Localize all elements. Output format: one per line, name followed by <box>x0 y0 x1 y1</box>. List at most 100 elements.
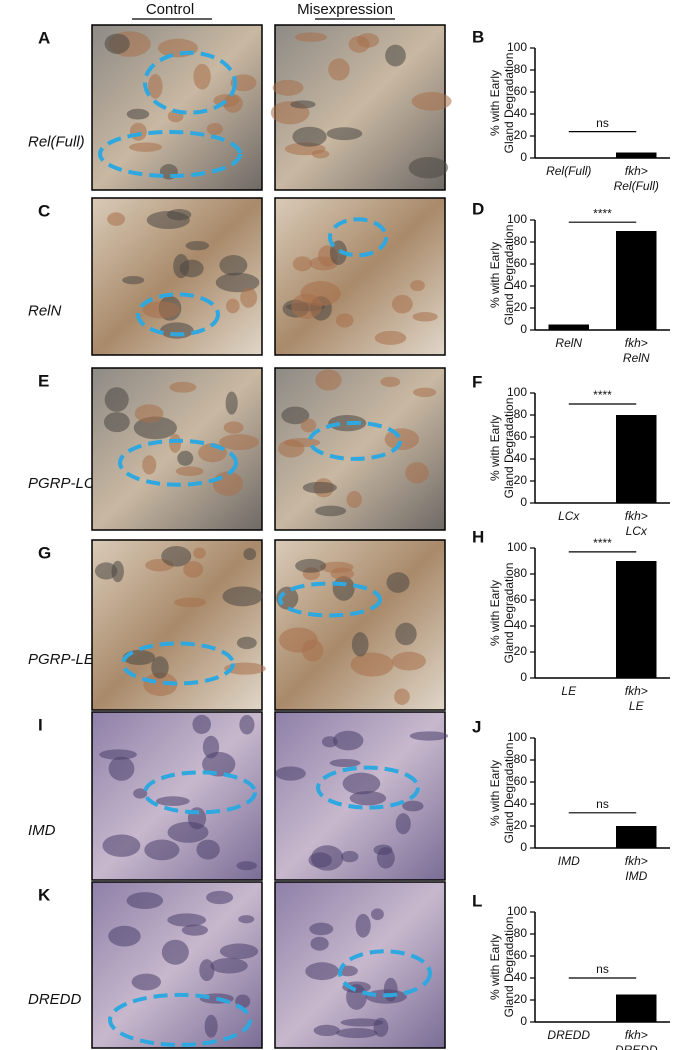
gland-outline <box>136 292 220 337</box>
tissue <box>329 758 361 768</box>
tissue <box>351 632 369 657</box>
tissue <box>181 924 208 936</box>
gland-outline <box>308 420 402 461</box>
tissue <box>376 847 395 869</box>
tissue <box>275 766 306 781</box>
tissue <box>204 1014 218 1038</box>
tissue <box>226 298 240 314</box>
tissue <box>183 561 204 578</box>
tissue <box>193 63 211 90</box>
y-tick-label: 100 <box>507 40 527 54</box>
row-label: Rel(Full) <box>28 133 85 150</box>
y-axis-label: Gland Degradation <box>502 917 516 1018</box>
x-tick-label: LCx <box>558 509 580 523</box>
panel-letter: J <box>472 717 481 736</box>
significance-label: ns <box>596 797 609 811</box>
tissue <box>371 908 384 921</box>
y-axis-label: Gland Degradation <box>502 225 516 326</box>
tissue <box>104 33 130 54</box>
significance-label: **** <box>593 536 612 550</box>
gland-outline <box>121 641 235 686</box>
tissue <box>402 800 424 812</box>
tissue <box>131 973 162 991</box>
tissue <box>239 715 255 735</box>
tissue <box>173 253 190 279</box>
tissue <box>332 730 364 751</box>
tissue <box>102 834 141 857</box>
tissue <box>108 925 141 947</box>
y-tick-label: 100 <box>507 540 527 554</box>
y-tick-label: 0 <box>520 150 527 164</box>
tissue <box>380 376 401 387</box>
bar <box>616 561 657 678</box>
bar <box>616 415 657 503</box>
bar <box>616 231 657 330</box>
tissue <box>328 58 350 81</box>
x-tick-label: LE <box>629 699 645 713</box>
tissue <box>133 788 148 799</box>
tissue <box>223 421 244 434</box>
tissue <box>219 943 259 960</box>
tissue <box>329 240 348 265</box>
x-tick-label: LE <box>561 684 577 698</box>
y-tick-label: 20 <box>514 128 528 142</box>
tissue <box>272 79 304 96</box>
tissue <box>409 731 449 741</box>
tissue <box>175 466 204 477</box>
tissue <box>169 433 182 453</box>
tissue <box>199 959 215 982</box>
x-tick-label: Rel(Full) <box>614 179 659 193</box>
tissue <box>292 256 312 272</box>
tissue <box>193 547 206 559</box>
y-tick-label: 20 <box>514 644 528 658</box>
tissue <box>394 688 410 705</box>
y-tick-label: 40 <box>514 451 528 465</box>
tissue <box>167 821 209 843</box>
tissue <box>206 890 234 905</box>
x-tick-label: IMD <box>558 854 580 868</box>
tissue <box>346 490 362 508</box>
tissue <box>413 387 437 398</box>
x-tick-label: fkh> <box>625 509 648 523</box>
y-tick-label: 80 <box>514 566 528 580</box>
column-header: Misexpression <box>297 1 393 18</box>
tissue <box>212 471 243 496</box>
tissue <box>99 749 137 760</box>
tissue <box>411 92 452 111</box>
y-tick-label: 20 <box>514 992 528 1006</box>
tissue <box>290 100 316 109</box>
tissue <box>335 313 354 328</box>
tissue <box>169 381 197 393</box>
y-tick-label: 20 <box>514 818 528 832</box>
tissue <box>309 922 334 936</box>
tissue <box>412 311 438 322</box>
y-tick-label: 60 <box>514 429 528 443</box>
tissue <box>279 627 318 653</box>
tissue <box>395 813 411 835</box>
y-tick-label: 80 <box>514 62 528 76</box>
micrograph <box>274 881 446 1049</box>
tissue <box>350 652 394 677</box>
tissue <box>185 240 210 251</box>
panel-letter: H <box>472 527 484 546</box>
x-tick-label: RelN <box>623 351 650 365</box>
x-tick-label: Rel(Full) <box>546 164 591 178</box>
tissue <box>167 913 207 927</box>
x-tick-label: IMD <box>625 869 647 883</box>
column-header: Control <box>146 1 194 18</box>
panel-letter: E <box>38 371 49 390</box>
tissue <box>236 636 257 650</box>
tissue <box>107 212 126 226</box>
tissue <box>192 714 211 735</box>
y-tick-label: 100 <box>507 730 527 744</box>
tissue <box>142 455 157 475</box>
tissue <box>144 839 180 861</box>
tissue <box>391 651 426 671</box>
tissue <box>236 861 257 871</box>
tissue <box>310 936 329 951</box>
x-tick-label: fkh> <box>625 684 648 698</box>
tissue <box>104 387 129 412</box>
gland-outline <box>143 770 257 815</box>
x-tick-label: RelN <box>555 336 582 350</box>
tissue <box>278 439 305 458</box>
